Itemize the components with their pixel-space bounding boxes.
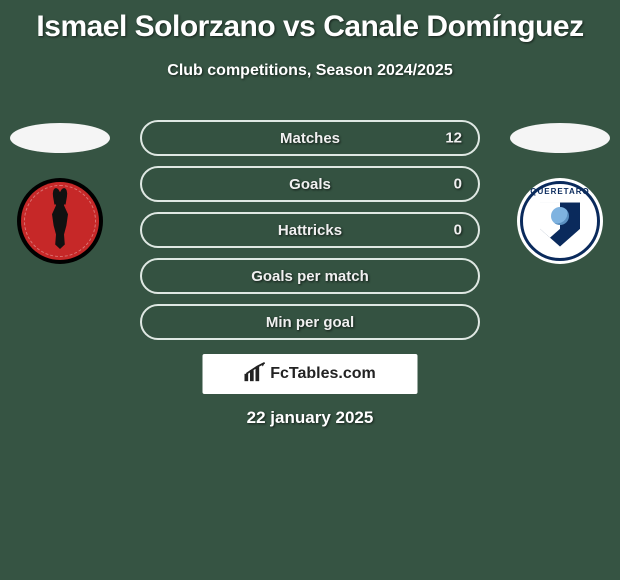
brand-text: FcTables.com <box>270 365 376 383</box>
subtitle: Club competitions, Season 2024/2025 <box>0 62 620 80</box>
stats-container: Matches 12 Goals 0 Hattricks 0 Goals per… <box>140 120 480 350</box>
stat-row-goals-per-match: Goals per match <box>140 258 480 294</box>
club-logo-right: QUERETARO <box>517 178 603 264</box>
stat-label: Goals per match <box>251 268 369 285</box>
stat-label: Matches <box>280 130 340 147</box>
stat-label: Goals <box>289 176 331 193</box>
ball-icon <box>551 207 569 225</box>
player-avatar-left <box>10 123 110 153</box>
stat-row-goals: Goals 0 <box>140 166 480 202</box>
stat-value: 12 <box>445 130 462 147</box>
stat-row-min-per-goal: Min per goal <box>140 304 480 340</box>
page-title: Ismael Solorzano vs Canale Domínguez <box>0 0 620 44</box>
date-text: 22 january 2025 <box>0 408 620 428</box>
stat-row-hattricks: Hattricks 0 <box>140 212 480 248</box>
stat-value: 0 <box>454 222 462 239</box>
tijuana-logo-inner <box>21 182 99 260</box>
stat-label: Hattricks <box>278 222 342 239</box>
player-avatar-right <box>510 123 610 153</box>
brand-box: FcTables.com <box>203 354 418 394</box>
dog-icon <box>40 193 80 249</box>
stat-label: Min per goal <box>266 314 354 331</box>
stat-row-matches: Matches 12 <box>140 120 480 156</box>
queretaro-arc-text: QUERETARO <box>517 187 603 196</box>
club-logo-left <box>17 178 103 264</box>
chart-icon <box>244 362 266 387</box>
stat-value: 0 <box>454 176 462 193</box>
